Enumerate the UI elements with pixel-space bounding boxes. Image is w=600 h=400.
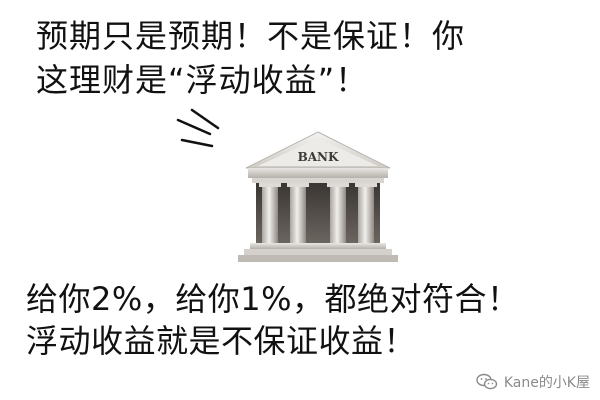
top-caption-line-2: 这理财是“浮动收益”！ <box>36 61 369 99</box>
top-caption: 预期只是预期！不是保证！你 这理财是“浮动收益”！ <box>36 14 576 102</box>
bottom-caption-line-2: 浮动收益就是不保证收益！ <box>26 322 417 360</box>
bank-label: BANK <box>298 150 339 164</box>
bottom-caption: 给你2%，给你1%，都绝对符合！ 浮动收益就是不保证收益！ <box>26 278 586 362</box>
wechat-icon <box>476 373 498 390</box>
watermark: Kane的小K屋 <box>476 372 590 392</box>
motion-lines-icon <box>176 108 220 148</box>
top-caption-line-1: 预期只是预期！不是保证！你 <box>36 17 466 55</box>
bottom-caption-line-1: 给你2%，给你1%，都绝对符合！ <box>26 280 520 318</box>
watermark-text: Kane的小K屋 <box>503 375 590 391</box>
bank-building-icon: BANK <box>238 131 398 262</box>
